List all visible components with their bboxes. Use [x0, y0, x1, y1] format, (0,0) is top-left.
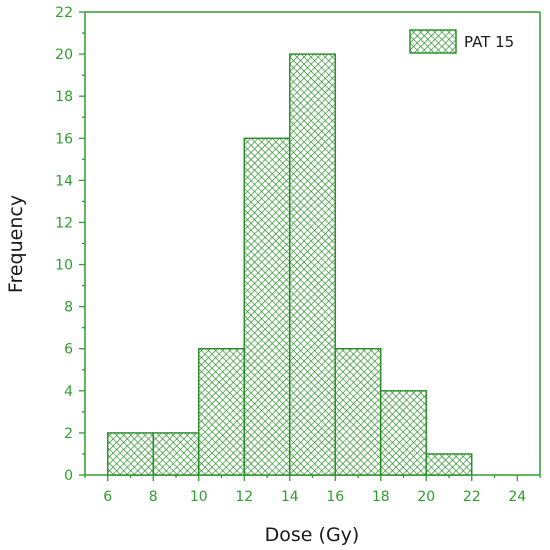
x-tick-label: 24	[508, 489, 526, 505]
x-tick-label: 20	[417, 489, 435, 505]
y-tick-label: 18	[55, 89, 73, 105]
x-tick-label: 18	[372, 489, 390, 505]
histogram-bar	[243, 137, 291, 476]
histogram-bar	[198, 348, 245, 476]
y-axis-title: Frequency	[5, 195, 27, 293]
y-tick-label: 2	[64, 426, 73, 442]
x-tick-label: 22	[463, 489, 481, 505]
histogram-bar	[289, 53, 336, 476]
x-tick-label: 14	[281, 489, 299, 505]
y-tick-label: 16	[55, 131, 73, 147]
legend-swatch	[409, 29, 457, 54]
y-tick-label: 6	[64, 342, 73, 358]
x-tick-label: 16	[326, 489, 344, 505]
x-axis-title: Dose (Gy)	[265, 524, 360, 546]
y-tick-label: 12	[55, 215, 73, 231]
y-tick-label: 14	[55, 173, 73, 189]
legend-label: PAT 15	[464, 33, 514, 51]
histogram-bar	[380, 390, 427, 476]
y-tick-label: 22	[55, 5, 73, 21]
y-tick-label: 4	[64, 384, 73, 400]
x-tick-label: 8	[149, 489, 158, 505]
x-tick-label: 12	[235, 489, 253, 505]
histogram-bars	[107, 53, 473, 476]
y-tick-label: 20	[55, 47, 73, 63]
histogram-bar	[107, 432, 154, 476]
histogram-bar	[152, 432, 200, 476]
y-tick-label: 10	[55, 258, 73, 274]
y-tick-label: 0	[64, 468, 73, 484]
legend: PAT 15	[409, 29, 514, 54]
histogram-bar	[425, 453, 473, 476]
x-axis-ticks: 6 8 10 12 14 16 18 20 22 24	[84, 475, 541, 505]
histogram-bar	[334, 348, 382, 476]
y-axis-ticks: 0 2 4 6 8 10 12 14 16 18 20 22	[55, 5, 85, 484]
x-tick-label: 6	[103, 489, 112, 505]
y-tick-label: 8	[64, 300, 73, 316]
x-tick-label: 10	[190, 489, 208, 505]
